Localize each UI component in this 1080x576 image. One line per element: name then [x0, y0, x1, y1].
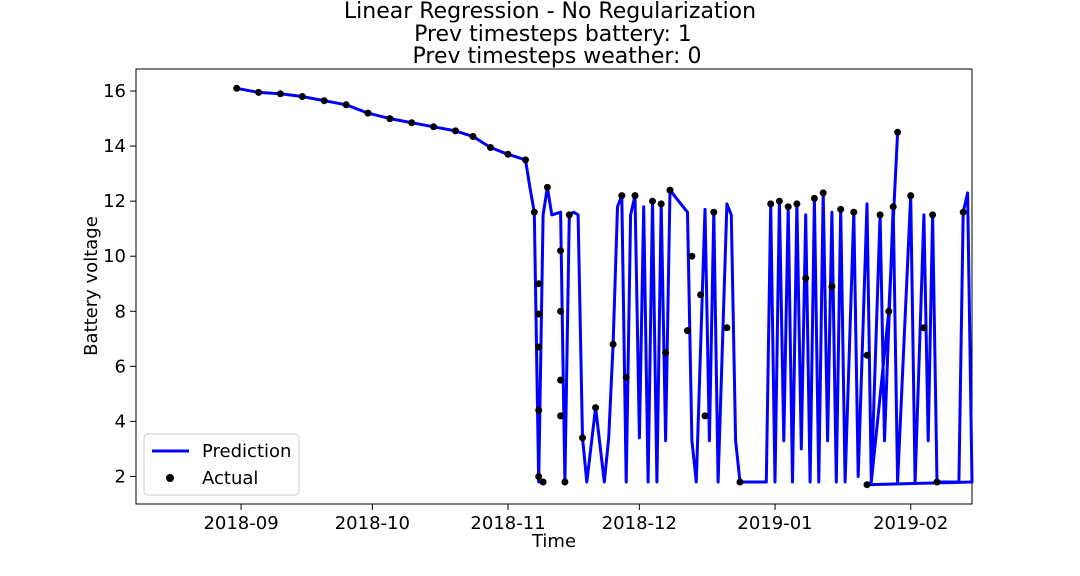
actual-point — [850, 208, 858, 216]
actual-point — [889, 203, 897, 211]
actual-point — [819, 189, 827, 197]
actual-point — [557, 376, 565, 384]
axes: 2018-09 2018-10 2018-11 2018-12 2019-01 2019-… — [103, 81, 948, 534]
actual-point — [684, 327, 691, 335]
y-axis-label: Battery voltage — [81, 216, 102, 356]
actual-point — [535, 310, 543, 318]
actual-point — [666, 186, 674, 194]
x-tick-label: 2018-12 — [602, 513, 677, 534]
actual-point — [828, 283, 836, 290]
actual-point — [723, 324, 731, 332]
y-tick-label: 10 — [103, 246, 126, 267]
actual-point — [929, 211, 937, 219]
legend-actual-label: Actual — [202, 468, 258, 489]
y-tick-label: 12 — [103, 191, 126, 212]
x-tick-label: 2018-10 — [335, 513, 410, 534]
actual-point — [863, 481, 871, 489]
x-tick-label: 2018-11 — [470, 513, 545, 534]
chart-title: Linear Regression - No Regularization Pr… — [344, 0, 756, 69]
actual-point — [342, 101, 350, 109]
actual-point — [557, 247, 565, 255]
actual-point — [876, 211, 884, 219]
actual-point — [609, 340, 617, 348]
actual-point — [959, 208, 967, 216]
y-tick-label: 4 — [115, 411, 126, 432]
actual-point — [810, 194, 818, 202]
actual-point — [535, 406, 543, 414]
actual-point — [662, 349, 670, 357]
actual-point — [530, 208, 538, 216]
actual-point — [631, 192, 639, 200]
actual-point — [539, 478, 547, 486]
plot-area — [135, 68, 974, 505]
actual-point — [276, 90, 284, 98]
actual-point — [557, 412, 565, 420]
actual-point — [618, 192, 626, 200]
y-tick-label: 8 — [115, 301, 126, 322]
actual-point — [535, 343, 543, 351]
actual-point — [561, 478, 569, 486]
chart-title-line-3: Prev timesteps weather: 0 — [413, 44, 702, 69]
y-tick-label: 14 — [103, 136, 126, 157]
legend-box — [143, 433, 300, 496]
x-axis-label: Time — [531, 531, 576, 552]
chart-title-line-1: Linear Regression - No Regularization — [344, 0, 756, 24]
plot-frame — [135, 68, 973, 505]
actual-point — [802, 274, 810, 282]
x-tick-label: 2019-02 — [873, 513, 948, 534]
actual-point — [557, 307, 565, 315]
y-tick-label: 6 — [115, 356, 126, 377]
actual-point — [863, 351, 871, 359]
actual-point — [386, 115, 394, 123]
actual-point — [487, 144, 494, 151]
prediction-series-line — [236, 86, 974, 487]
actual-point — [920, 324, 928, 332]
actual-point — [522, 156, 529, 164]
x-tick-label: 2018-09 — [203, 513, 278, 534]
actual-point — [710, 208, 718, 216]
actual-point — [565, 211, 573, 219]
actual-point — [320, 97, 328, 105]
actual-point — [430, 123, 438, 131]
actual-point — [622, 373, 630, 381]
actual-point — [701, 412, 709, 420]
actual-point — [736, 478, 744, 486]
actual-point — [233, 84, 241, 92]
actual-point — [408, 119, 416, 127]
y-tick-label: 2 — [115, 466, 126, 487]
legend: Prediction Actual — [143, 433, 300, 496]
actual-point — [907, 192, 915, 200]
actual-point — [535, 473, 543, 480]
actual-point — [894, 128, 902, 136]
actual-point — [592, 404, 600, 412]
actual-point — [364, 109, 372, 117]
actual-point — [649, 197, 656, 205]
actual-point — [452, 127, 459, 135]
actual-point — [837, 205, 845, 213]
actual-point — [255, 88, 263, 96]
actual-point — [784, 203, 792, 211]
y-tick-label: 16 — [103, 81, 126, 102]
actual-point — [657, 200, 665, 208]
actual-point — [579, 434, 586, 442]
actual-point — [504, 150, 512, 158]
actual-point — [543, 183, 551, 191]
actual-point — [767, 200, 775, 208]
actual-point — [793, 200, 801, 208]
actual-point — [885, 307, 893, 315]
x-tick-label: 2019-01 — [737, 513, 812, 534]
actual-point — [775, 197, 783, 205]
legend-actual-swatch — [166, 474, 174, 482]
actual-point — [697, 291, 705, 299]
actual-point — [535, 280, 543, 288]
chart-title-line-2: Prev timesteps battery: 1 — [414, 22, 692, 47]
actual-point — [688, 252, 696, 260]
legend-prediction-label: Prediction — [202, 441, 291, 462]
actual-point — [298, 93, 306, 100]
actual-point — [933, 478, 941, 486]
actual-point — [469, 133, 477, 140]
